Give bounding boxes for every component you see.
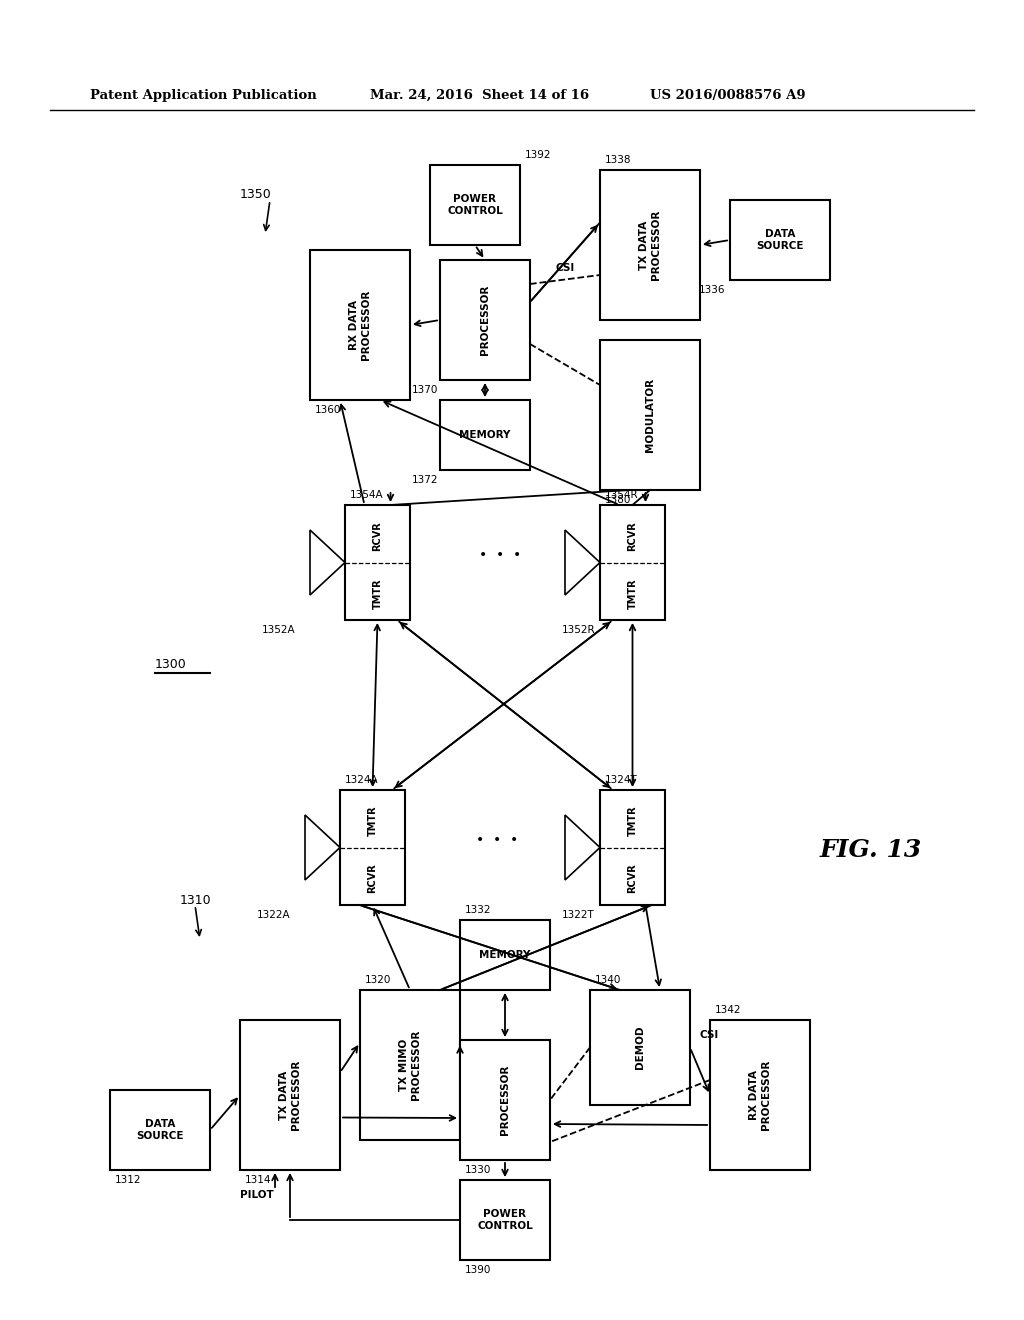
Bar bbox=[440, 260, 530, 380]
Text: 1300: 1300 bbox=[155, 659, 186, 672]
Bar bbox=[440, 400, 530, 470]
Text: TMTR: TMTR bbox=[373, 578, 383, 609]
Text: MEMORY: MEMORY bbox=[460, 430, 511, 440]
Text: 1352R: 1352R bbox=[561, 624, 595, 635]
Bar bbox=[345, 506, 410, 620]
Text: 1372: 1372 bbox=[412, 475, 438, 484]
Text: RCVR: RCVR bbox=[628, 521, 638, 550]
Text: RCVR: RCVR bbox=[373, 521, 383, 550]
Text: 1324T: 1324T bbox=[605, 775, 638, 785]
Polygon shape bbox=[305, 814, 340, 880]
Text: CSI: CSI bbox=[700, 1030, 719, 1040]
Text: 1322A: 1322A bbox=[256, 909, 290, 920]
Polygon shape bbox=[310, 531, 345, 595]
Text: 1312: 1312 bbox=[115, 1175, 141, 1185]
Text: RCVR: RCVR bbox=[368, 863, 378, 894]
Text: 1332: 1332 bbox=[465, 906, 492, 915]
Text: 1340: 1340 bbox=[595, 975, 622, 985]
Text: MEMORY: MEMORY bbox=[479, 950, 530, 960]
Text: DEMOD: DEMOD bbox=[635, 1026, 645, 1069]
Bar bbox=[460, 1040, 550, 1160]
Text: 1314: 1314 bbox=[245, 1175, 271, 1185]
Text: 1360: 1360 bbox=[315, 405, 341, 414]
Bar bbox=[240, 1020, 340, 1170]
Text: POWER
CONTROL: POWER CONTROL bbox=[447, 194, 503, 215]
Text: RX DATA
PROCESSOR: RX DATA PROCESSOR bbox=[349, 290, 371, 360]
Text: 1342: 1342 bbox=[715, 1005, 741, 1015]
Text: TMTR: TMTR bbox=[628, 805, 638, 837]
Bar bbox=[600, 170, 700, 319]
Text: 1330: 1330 bbox=[465, 1166, 492, 1175]
Text: 1380: 1380 bbox=[605, 495, 632, 506]
Text: 1310: 1310 bbox=[180, 894, 212, 907]
Bar bbox=[340, 789, 406, 906]
Text: 1390: 1390 bbox=[465, 1265, 492, 1275]
Text: TMTR: TMTR bbox=[368, 805, 378, 837]
Bar bbox=[310, 249, 410, 400]
Text: Mar. 24, 2016  Sheet 14 of 16: Mar. 24, 2016 Sheet 14 of 16 bbox=[370, 88, 589, 102]
Text: 1370: 1370 bbox=[412, 385, 438, 395]
Polygon shape bbox=[565, 814, 600, 880]
Text: POWER
CONTROL: POWER CONTROL bbox=[477, 1209, 532, 1230]
Text: 1392: 1392 bbox=[525, 150, 552, 160]
Bar bbox=[600, 341, 700, 490]
Bar bbox=[460, 920, 550, 990]
Text: PROCESSOR: PROCESSOR bbox=[500, 1065, 510, 1135]
Text: TX MIMO
PROCESSOR: TX MIMO PROCESSOR bbox=[399, 1030, 421, 1100]
Bar bbox=[590, 990, 690, 1105]
Text: DATA
SOURCE: DATA SOURCE bbox=[136, 1119, 183, 1140]
Text: 1336: 1336 bbox=[698, 285, 725, 294]
Text: Patent Application Publication: Patent Application Publication bbox=[90, 88, 316, 102]
Text: CSI: CSI bbox=[555, 263, 574, 273]
Text: DATA
SOURCE: DATA SOURCE bbox=[757, 230, 804, 251]
Text: TX DATA
PROCESSOR: TX DATA PROCESSOR bbox=[280, 1060, 301, 1130]
Text: RCVR: RCVR bbox=[628, 863, 638, 894]
Text: FIG. 13: FIG. 13 bbox=[820, 838, 923, 862]
Bar bbox=[360, 990, 460, 1140]
Text: PROCESSOR: PROCESSOR bbox=[480, 285, 490, 355]
Bar bbox=[460, 1180, 550, 1261]
Text: US 2016/0088576 A9: US 2016/0088576 A9 bbox=[650, 88, 806, 102]
Text: 1354R: 1354R bbox=[605, 490, 639, 500]
Bar bbox=[110, 1090, 210, 1170]
Bar bbox=[430, 165, 520, 246]
Bar bbox=[710, 1020, 810, 1170]
Bar bbox=[600, 506, 665, 620]
Text: MODULATOR: MODULATOR bbox=[645, 378, 655, 451]
Text: TMTR: TMTR bbox=[628, 578, 638, 609]
Bar bbox=[730, 201, 830, 280]
Text: PILOT: PILOT bbox=[240, 1191, 273, 1200]
Text: TX DATA
PROCESSOR: TX DATA PROCESSOR bbox=[639, 210, 660, 280]
Text: 1352A: 1352A bbox=[261, 624, 295, 635]
Text: 1354A: 1354A bbox=[350, 490, 384, 500]
Text: 1338: 1338 bbox=[605, 154, 632, 165]
Bar bbox=[600, 789, 665, 906]
Text: 1350: 1350 bbox=[240, 189, 271, 202]
Text: 1320: 1320 bbox=[365, 975, 391, 985]
Text: •  •  •: • • • bbox=[479, 548, 521, 562]
Text: 1324A: 1324A bbox=[345, 775, 379, 785]
Text: RX DATA
PROCESSOR: RX DATA PROCESSOR bbox=[750, 1060, 771, 1130]
Text: 1322T: 1322T bbox=[562, 909, 595, 920]
Text: •  •  •: • • • bbox=[476, 833, 518, 847]
Polygon shape bbox=[565, 531, 600, 595]
